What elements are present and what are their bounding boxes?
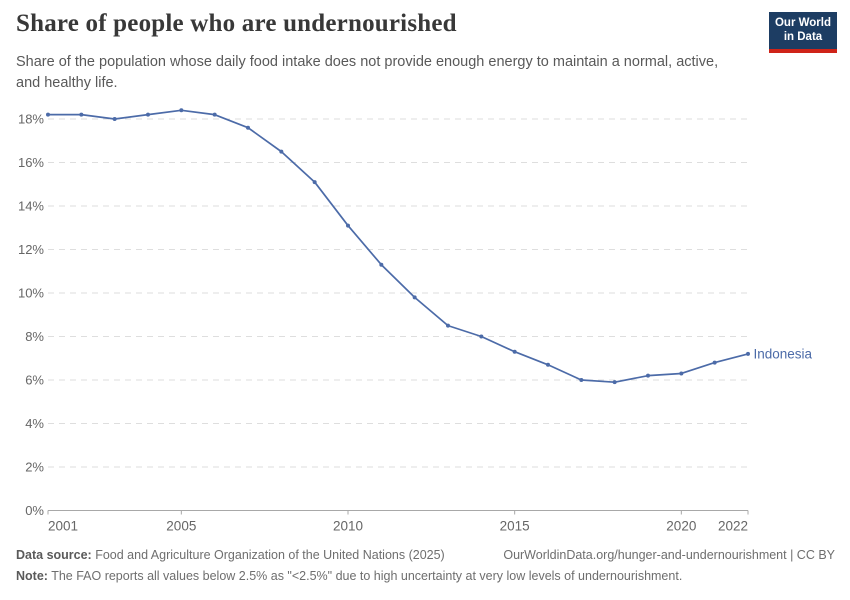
data-series-line[interactable] [47, 109, 749, 384]
owid-url-link[interactable]: OurWorldinData.org/hunger-and-undernouri… [503, 548, 835, 562]
y-tick-label: 2% [25, 460, 44, 475]
data-source-text: Food and Agriculture Organization of the… [91, 548, 445, 562]
series-end-label[interactable]: Indonesia [754, 346, 813, 361]
x-tick-label: 2015 [500, 519, 530, 534]
data-point[interactable] [412, 295, 417, 300]
page-title: Share of people who are undernourished [16, 10, 457, 37]
y-tick-label: 14% [18, 199, 44, 214]
data-point[interactable] [546, 362, 550, 367]
data-point[interactable] [46, 112, 50, 117]
data-point[interactable] [179, 108, 184, 113]
data-point[interactable] [446, 323, 450, 328]
y-tick-label: 4% [25, 416, 44, 431]
data-point[interactable] [346, 223, 350, 228]
data-point[interactable] [79, 112, 84, 117]
y-tick-label: 12% [18, 242, 44, 257]
data-point[interactable] [512, 349, 517, 354]
y-tick-label: 10% [18, 286, 44, 301]
data-point[interactable] [146, 112, 150, 117]
data-point[interactable] [212, 112, 217, 117]
data-point[interactable] [612, 380, 617, 385]
x-tick-label: 2005 [166, 519, 196, 534]
y-tick-label: 16% [18, 155, 44, 170]
y-tick-label: 18% [18, 112, 44, 127]
data-point[interactable] [112, 117, 117, 121]
data-point[interactable] [279, 149, 284, 154]
chart-footer: Data source: Food and Agriculture Organi… [16, 547, 835, 585]
line-chart-canvas[interactable]: 0% 2% 4% 6% 8% 10% 12% 14% 16% 18% 2001 2005 2010 201… [0, 95, 850, 545]
owid-logo-line2: in Data [783, 30, 823, 43]
data-source-label: Data source: [16, 548, 92, 562]
data-point[interactable] [746, 351, 750, 356]
y-tick-label: 6% [25, 373, 44, 388]
data-point[interactable] [312, 180, 317, 185]
note-text: The FAO reports all values below 2.5% as… [47, 568, 683, 583]
data-point[interactable] [379, 262, 384, 267]
owid-logo-line1: Our World [774, 17, 831, 29]
data-point[interactable] [479, 334, 484, 339]
x-tick-label: 2022 [718, 519, 748, 534]
note-line: Note: The FAO reports all values below 2… [16, 569, 682, 583]
data-point[interactable] [579, 378, 584, 382]
chart-subtitle: Share of the population whose daily food… [16, 54, 719, 91]
owid-logo[interactable]: Our World in Data [769, 12, 837, 53]
data-point[interactable] [679, 371, 684, 376]
x-tick-label: 2020 [666, 519, 696, 534]
note-label: Note: [16, 568, 48, 583]
data-point[interactable] [712, 360, 717, 365]
data-source-line: Data source: Food and Agriculture Organi… [16, 547, 445, 564]
data-point[interactable] [646, 373, 650, 378]
y-tick-label: 8% [25, 329, 44, 344]
x-tick-label: 2001 [48, 519, 78, 534]
y-tick-label: 0% [25, 503, 44, 518]
x-tick-label: 2010 [333, 519, 363, 534]
data-point[interactable] [246, 125, 250, 130]
